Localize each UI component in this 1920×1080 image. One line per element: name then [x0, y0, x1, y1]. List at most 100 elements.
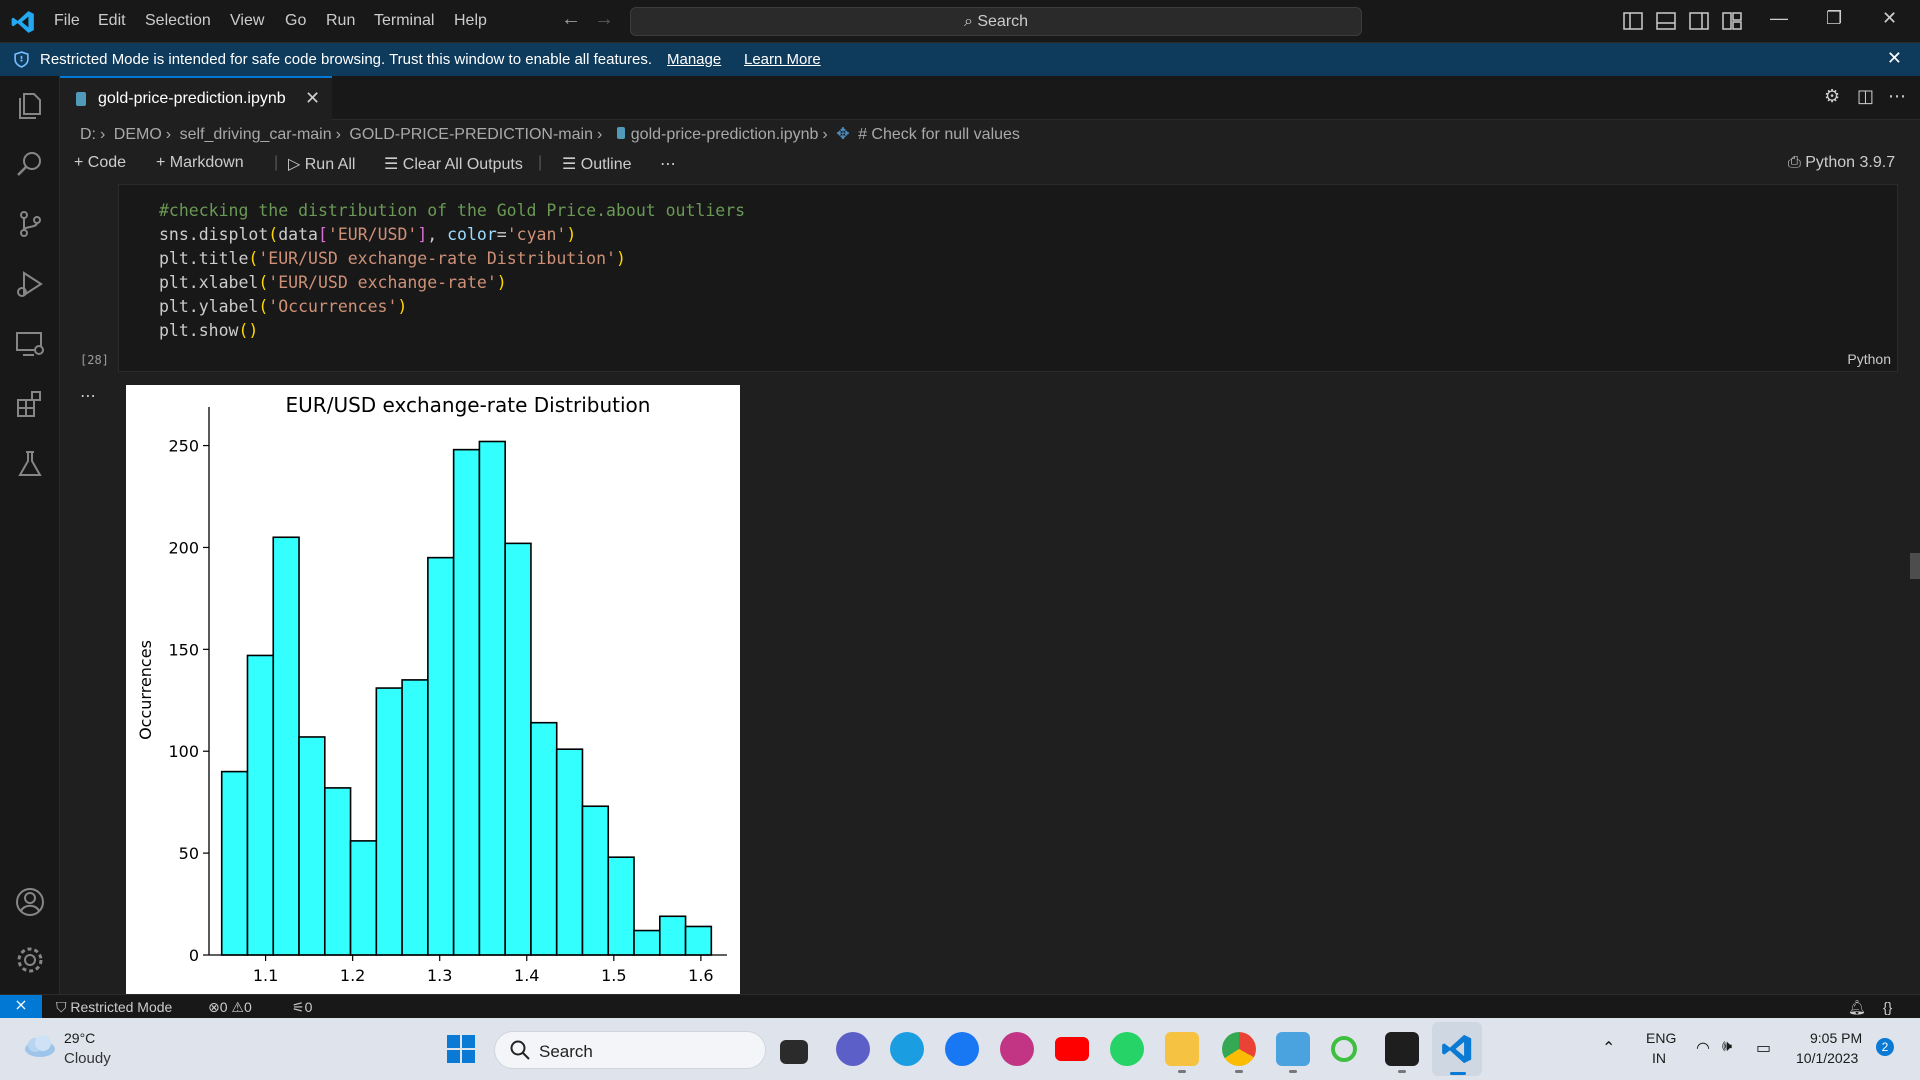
status-bar: ⨯ ⛉ Restricted Mode ⊗0 ⚠0 ⚟0 🔔︎ {} — [0, 994, 1920, 1019]
breadcrumb-demo[interactable]: DEMO — [113, 126, 162, 143]
remote-explorer-icon[interactable] — [14, 328, 46, 360]
battery-icon[interactable]: ▭ — [1756, 1040, 1772, 1057]
breadcrumb-folder[interactable]: self_driving_car-main — [179, 126, 332, 143]
input-language[interactable]: ENG — [1646, 1030, 1677, 1046]
split-editor-icon[interactable]: ◫ — [1857, 86, 1875, 106]
code-editor[interactable]: #checking the distribution of the Gold P… — [159, 199, 745, 343]
notifications-bell-icon[interactable]: 🔔︎ — [1848, 999, 1866, 1015]
kernel-picker[interactable]: ⎙ Python 3.9.7 — [1788, 154, 1895, 172]
back-arrow-icon[interactable]: ← — [561, 8, 581, 30]
code-line: sns.displot(data['EUR/USD'], color='cyan… — [159, 225, 577, 244]
extensions-icon[interactable] — [14, 388, 46, 420]
menu-run[interactable]: Run — [326, 12, 356, 29]
manage-gear-icon[interactable] — [14, 944, 46, 976]
running-indicator — [1178, 1070, 1186, 1073]
loading-app-icon[interactable] — [1331, 1036, 1357, 1062]
file-explorer-icon[interactable] — [1165, 1032, 1199, 1066]
close-window-icon[interactable]: ✕ — [1882, 8, 1898, 28]
command-center-search[interactable]: ⌕ Search — [630, 7, 1362, 36]
y-tick-label: 250 — [168, 437, 199, 456]
gear-icon[interactable]: ⚙ — [1824, 86, 1841, 106]
cloud-icon — [25, 1035, 55, 1057]
close-tab-icon[interactable]: ✕ — [305, 88, 321, 108]
edge-browser-icon[interactable] — [890, 1032, 924, 1066]
menu-edit[interactable]: Edit — [98, 12, 126, 29]
histogram-bar — [684, 925, 713, 956]
toggle-panel-icon[interactable] — [1656, 12, 1676, 30]
output-more-icon[interactable]: ⋯ — [80, 388, 96, 405]
remote-desktop-icon[interactable] — [1276, 1032, 1310, 1066]
run-debug-icon[interactable] — [14, 268, 46, 300]
facebook-icon[interactable] — [945, 1032, 979, 1066]
search-icon[interactable] — [14, 148, 46, 180]
vscode-taskbar-icon[interactable] — [1440, 1032, 1474, 1066]
forward-arrow-icon[interactable]: → — [594, 8, 614, 30]
breadcrumb-project[interactable]: GOLD-PRICE-PREDICTION-main — [349, 126, 593, 143]
outline-button[interactable]: ☰ Outline — [562, 154, 632, 174]
source-control-icon[interactable] — [14, 208, 46, 240]
notebook-toolbar: + Code + Markdown | ▷ Run All ☰ Clear Al… — [60, 152, 1920, 178]
notification-badge[interactable]: 2 — [1876, 1038, 1894, 1056]
explorer-icon[interactable] — [14, 90, 46, 122]
volume-icon[interactable]: 🕪︎ — [1722, 1038, 1733, 1055]
problems-status[interactable]: ⊗0 ⚠0 — [208, 999, 252, 1016]
teams-chat-icon[interactable] — [836, 1032, 870, 1066]
menu-selection[interactable]: Selection — [145, 12, 211, 29]
terminal-icon[interactable] — [1385, 1032, 1419, 1066]
chrome-icon[interactable] — [1222, 1032, 1256, 1066]
add-code-button[interactable]: + Code — [74, 154, 126, 172]
restricted-mode-label: Restricted Mode — [70, 999, 173, 1015]
copilot-braces-icon[interactable]: {} — [1883, 999, 1893, 1015]
toggle-secondary-sidebar-icon[interactable] — [1689, 12, 1709, 30]
testing-icon[interactable] — [14, 448, 46, 480]
ports-status[interactable]: ⚟0 — [292, 999, 312, 1016]
minimize-icon[interactable]: — — [1770, 8, 1788, 28]
wps-office-icon[interactable] — [1000, 1032, 1034, 1066]
histogram-bar — [530, 721, 558, 956]
menu-help[interactable]: Help — [454, 12, 487, 29]
menu-file[interactable]: File — [54, 12, 80, 29]
restricted-mode-status[interactable]: ⛉ Restricted Mode — [56, 999, 172, 1016]
menu-view[interactable]: View — [230, 12, 265, 29]
add-markdown-button[interactable]: + Markdown — [156, 154, 244, 172]
cell-language[interactable]: Python — [1847, 351, 1891, 367]
y-tick-label: 50 — [179, 844, 199, 863]
windows-start-icon[interactable] — [447, 1035, 475, 1063]
breadcrumb-file[interactable]: gold-price-prediction.ipynb — [630, 126, 819, 143]
x-tick-label: 1.6 — [688, 966, 713, 985]
banner-message: Restricted Mode is intended for safe cod… — [40, 51, 652, 68]
remote-indicator-icon[interactable]: ⨯ — [0, 995, 42, 1019]
restricted-mode-banner: Restricted Mode is intended for safe cod… — [0, 43, 1920, 76]
more-toolbar-icon[interactable]: ⋯ — [660, 156, 676, 173]
restore-icon[interactable]: ❐ — [1826, 8, 1843, 28]
code-cell[interactable]: #checking the distribution of the Gold P… — [118, 184, 1898, 372]
wifi-icon[interactable]: ◠ — [1696, 1040, 1710, 1057]
clock-time[interactable]: 9:05 PM — [1810, 1030, 1863, 1046]
tab-gold-price-prediction[interactable]: gold-price-prediction.ipynb ✕ — [60, 76, 332, 120]
search-icon — [510, 1040, 530, 1060]
search-icon: ⌕ — [963, 13, 978, 30]
taskbar-search-label: Search — [539, 1042, 593, 1061]
whatsapp-icon[interactable] — [1110, 1032, 1144, 1066]
menu-go[interactable]: Go — [285, 12, 307, 29]
run-all-button[interactable]: ▷ Run All — [288, 154, 355, 174]
taskbar-search[interactable]: Search — [494, 1031, 766, 1069]
close-banner-icon[interactable]: ✕ — [1886, 48, 1902, 68]
histogram-bar — [633, 929, 661, 956]
task-view-icon[interactable] — [780, 1040, 808, 1064]
chevron-up-icon[interactable]: ⌃ — [1602, 1040, 1616, 1057]
scrollbar-thumb[interactable] — [1910, 553, 1920, 579]
youtube-icon[interactable] — [1055, 1037, 1089, 1061]
menu-terminal[interactable]: Terminal — [374, 12, 435, 29]
active-app-highlight — [1432, 1022, 1482, 1076]
clear-all-outputs-button[interactable]: ☰ Clear All Outputs — [384, 154, 523, 174]
accounts-icon[interactable] — [14, 886, 46, 918]
manage-link[interactable]: Manage — [667, 51, 722, 68]
breadcrumb-section[interactable]: # Check for null values — [858, 126, 1020, 143]
customize-layout-icon[interactable] — [1722, 12, 1742, 30]
run-all-icon: ▷ — [288, 156, 305, 173]
breadcrumb-drive[interactable]: D: — [80, 126, 96, 143]
learn-more-link[interactable]: Learn More — [744, 51, 821, 68]
toggle-primary-sidebar-icon[interactable] — [1623, 12, 1643, 30]
more-actions-icon[interactable]: ⋯ — [1888, 86, 1906, 106]
